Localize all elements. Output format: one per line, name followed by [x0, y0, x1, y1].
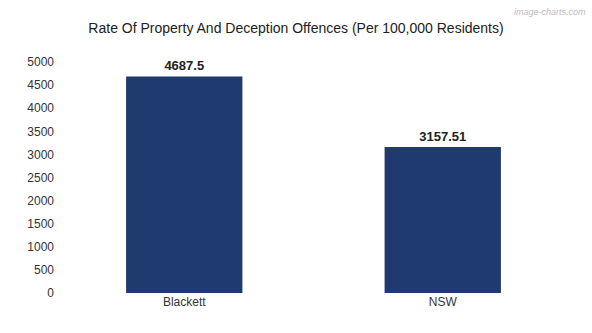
- svg-text:3500: 3500: [27, 125, 54, 139]
- svg-text:1000: 1000: [27, 240, 54, 254]
- svg-text:image-charts.com: image-charts.com: [514, 7, 586, 17]
- svg-text:1500: 1500: [27, 217, 54, 231]
- svg-text:0: 0: [47, 286, 54, 300]
- svg-text:4687.5: 4687.5: [164, 58, 204, 73]
- svg-text:Blackett: Blackett: [163, 295, 206, 309]
- svg-text:3000: 3000: [27, 148, 54, 162]
- svg-text:4500: 4500: [27, 78, 54, 92]
- svg-text:NSW: NSW: [429, 295, 458, 309]
- svg-text:Rate Of Property And Deception: Rate Of Property And Deception Offences …: [88, 20, 503, 36]
- svg-text:4000: 4000: [27, 101, 54, 115]
- svg-text:5000: 5000: [27, 55, 54, 69]
- svg-text:2500: 2500: [27, 171, 54, 185]
- svg-text:500: 500: [34, 263, 54, 277]
- svg-text:3157.51: 3157.51: [419, 129, 466, 144]
- svg-text:2000: 2000: [27, 194, 54, 208]
